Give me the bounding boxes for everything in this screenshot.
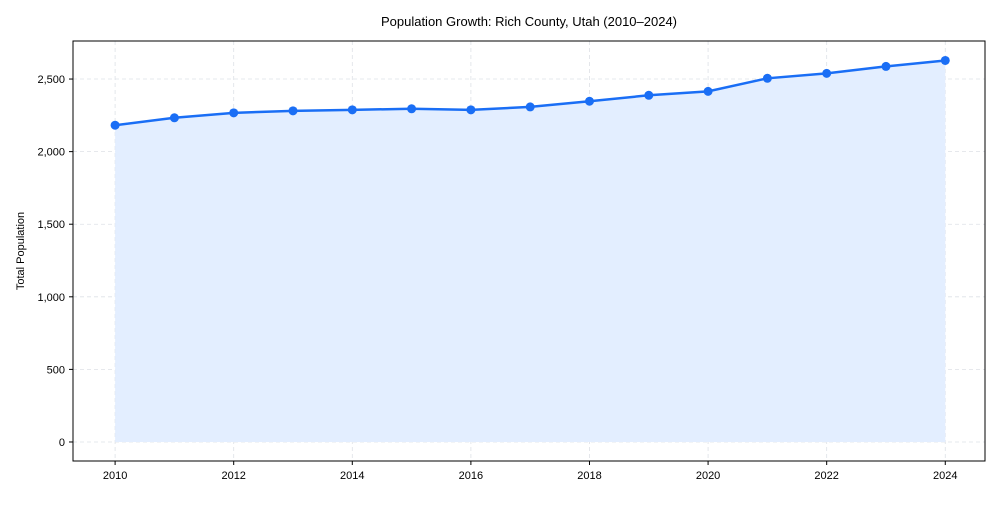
x-tick-label: 2022: [814, 470, 838, 482]
data-point-2013: [288, 106, 298, 116]
x-tick-label: 2012: [221, 470, 245, 482]
data-point-2024: [940, 55, 950, 65]
y-tick-label: 2,000: [37, 147, 65, 159]
data-point-2015: [407, 104, 417, 114]
x-tick-label: 2016: [459, 470, 483, 482]
area-fill: [115, 60, 946, 442]
x-tick-label: 2018: [577, 470, 601, 482]
data-point-2018: [584, 96, 594, 106]
y-tick-label: 1,500: [37, 219, 65, 231]
data-point-2019: [644, 90, 654, 100]
data-point-2023: [881, 61, 891, 71]
y-tick-label: 2,500: [37, 74, 65, 86]
x-tick-label: 2014: [340, 470, 364, 482]
data-point-2012: [229, 108, 239, 118]
y-axis-label: Total Population: [15, 212, 27, 290]
x-tick-label: 2024: [933, 470, 957, 482]
data-point-2017: [525, 102, 535, 112]
data-point-2021: [762, 73, 772, 83]
data-point-2011: [169, 113, 179, 123]
chart-title: Population Growth: Rich County, Utah (20…: [381, 14, 677, 29]
data-point-2016: [466, 105, 476, 115]
plot-frame: [72, 40, 986, 462]
data-point-2014: [347, 105, 357, 115]
y-tick-label: 500: [47, 364, 65, 376]
y-tick-label: 0: [59, 437, 65, 449]
data-point-2010: [110, 120, 120, 130]
data-point-2020: [703, 86, 713, 96]
x-tick-label: 2020: [696, 470, 720, 482]
y-tick-label: 1,000: [37, 292, 65, 304]
data-point-2022: [822, 68, 832, 78]
x-tick-label: 2010: [103, 470, 127, 482]
